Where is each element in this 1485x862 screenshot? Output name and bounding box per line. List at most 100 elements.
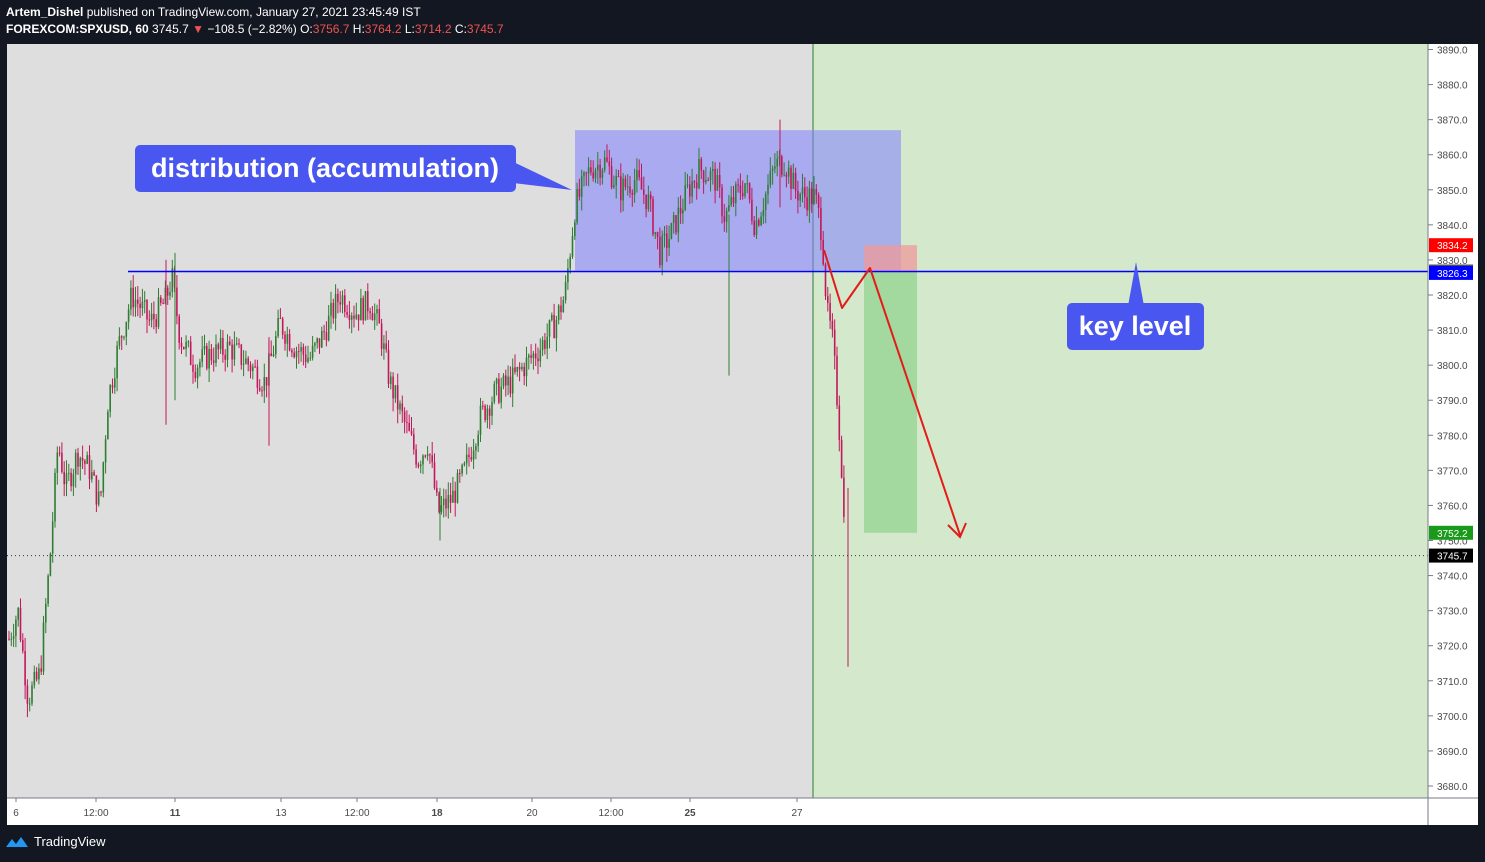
candle-body[interactable] — [521, 366, 523, 370]
candle-body[interactable] — [233, 344, 236, 360]
candle-body[interactable] — [491, 402, 493, 416]
candle-body[interactable] — [185, 341, 187, 349]
candle-body[interactable] — [141, 301, 144, 309]
candle-body[interactable] — [633, 180, 636, 195]
candle-body[interactable] — [132, 287, 134, 308]
candle-body[interactable] — [629, 186, 631, 193]
candle-body[interactable] — [792, 172, 795, 189]
candle-body[interactable] — [350, 315, 353, 320]
candle-body[interactable] — [373, 313, 376, 321]
candle-body[interactable] — [790, 167, 792, 189]
candle-body[interactable] — [452, 490, 454, 503]
candle-body[interactable] — [93, 472, 95, 476]
candle-body[interactable] — [19, 607, 22, 640]
candle-body[interactable] — [164, 287, 167, 304]
candle-body[interactable] — [291, 350, 293, 353]
candle-body[interactable] — [771, 168, 774, 171]
candle-body[interactable] — [829, 302, 831, 321]
candle-body[interactable] — [429, 454, 431, 456]
candle-body[interactable] — [86, 455, 88, 464]
candle-body[interactable] — [396, 385, 399, 410]
candle-body[interactable] — [247, 358, 249, 365]
candle-body[interactable] — [215, 344, 217, 363]
candle-body[interactable] — [810, 188, 813, 204]
candle-body[interactable] — [385, 343, 387, 350]
candle-body[interactable] — [463, 463, 466, 465]
candle-body[interactable] — [718, 175, 721, 188]
candle-body[interactable] — [548, 319, 551, 337]
candle-body[interactable] — [258, 387, 261, 391]
candle-body[interactable] — [288, 334, 291, 351]
candle-body[interactable] — [836, 355, 838, 406]
candle-body[interactable] — [652, 199, 654, 235]
candle-body[interactable] — [597, 164, 599, 171]
candle-body[interactable] — [822, 239, 824, 265]
candle-body[interactable] — [51, 521, 54, 554]
candle-body[interactable] — [468, 454, 470, 458]
candle-body[interactable] — [178, 316, 180, 343]
candle-body[interactable] — [739, 185, 742, 193]
candle-body[interactable] — [26, 685, 29, 704]
candle-body[interactable] — [500, 386, 502, 403]
candle-body[interactable] — [622, 178, 624, 201]
candle-body[interactable] — [560, 305, 562, 313]
candle-body[interactable] — [35, 671, 38, 680]
candle-body[interactable] — [330, 302, 332, 316]
candle-body[interactable] — [433, 462, 436, 488]
candle-body[interactable] — [831, 320, 834, 330]
candle-body[interactable] — [557, 305, 560, 320]
candle-body[interactable] — [620, 176, 622, 201]
candle-body[interactable] — [698, 159, 700, 189]
candle-body[interactable] — [422, 455, 424, 465]
candle-body[interactable] — [116, 345, 118, 379]
candle-body[interactable] — [776, 158, 778, 167]
candle-body[interactable] — [364, 291, 367, 321]
candle-body[interactable] — [201, 349, 203, 362]
candle-body[interactable] — [33, 671, 36, 686]
candle-body[interactable] — [367, 291, 369, 312]
candle-body[interactable] — [187, 341, 190, 343]
candle-body[interactable] — [643, 189, 645, 195]
candle-body[interactable] — [392, 376, 394, 399]
candle-body[interactable] — [224, 354, 226, 360]
candle-body[interactable] — [399, 403, 401, 410]
candle-body[interactable] — [54, 472, 56, 522]
candle-body[interactable] — [576, 188, 578, 223]
candle-body[interactable] — [741, 192, 744, 197]
candle-body[interactable] — [624, 178, 627, 188]
candle-body[interactable] — [817, 194, 820, 208]
candle-body[interactable] — [265, 377, 268, 386]
candle-body[interactable] — [376, 309, 378, 314]
candle-body[interactable] — [162, 302, 164, 304]
candle-body[interactable] — [769, 170, 772, 185]
candle-body[interactable] — [610, 166, 613, 188]
candle-body[interactable] — [716, 175, 719, 191]
candle-body[interactable] — [472, 450, 475, 460]
candle-body[interactable] — [728, 205, 730, 211]
candle-body[interactable] — [663, 233, 666, 236]
distribution-callout-box[interactable] — [135, 145, 516, 192]
candle-body[interactable] — [150, 313, 153, 321]
candle-body[interactable] — [242, 363, 245, 365]
candle-body[interactable] — [107, 411, 109, 440]
candle-body[interactable] — [353, 315, 355, 319]
stop-loss-zone[interactable] — [864, 245, 917, 272]
candle-body[interactable] — [125, 321, 128, 337]
candle-body[interactable] — [498, 378, 500, 403]
candle-body[interactable] — [314, 343, 316, 346]
candle-body[interactable] — [714, 169, 716, 191]
candle-body[interactable] — [456, 472, 459, 503]
candle-body[interactable] — [171, 268, 174, 292]
candle-body[interactable] — [753, 220, 755, 235]
candle-body[interactable] — [47, 575, 49, 604]
candle-body[interactable] — [721, 187, 723, 217]
candle-body[interactable] — [746, 183, 749, 185]
candle-body[interactable] — [479, 405, 482, 435]
candle-body[interactable] — [270, 353, 272, 357]
candle-body[interactable] — [111, 385, 114, 388]
candle-body[interactable] — [309, 357, 312, 359]
candle-body[interactable] — [442, 498, 445, 506]
candle-body[interactable] — [277, 318, 279, 337]
candle-body[interactable] — [12, 636, 15, 639]
